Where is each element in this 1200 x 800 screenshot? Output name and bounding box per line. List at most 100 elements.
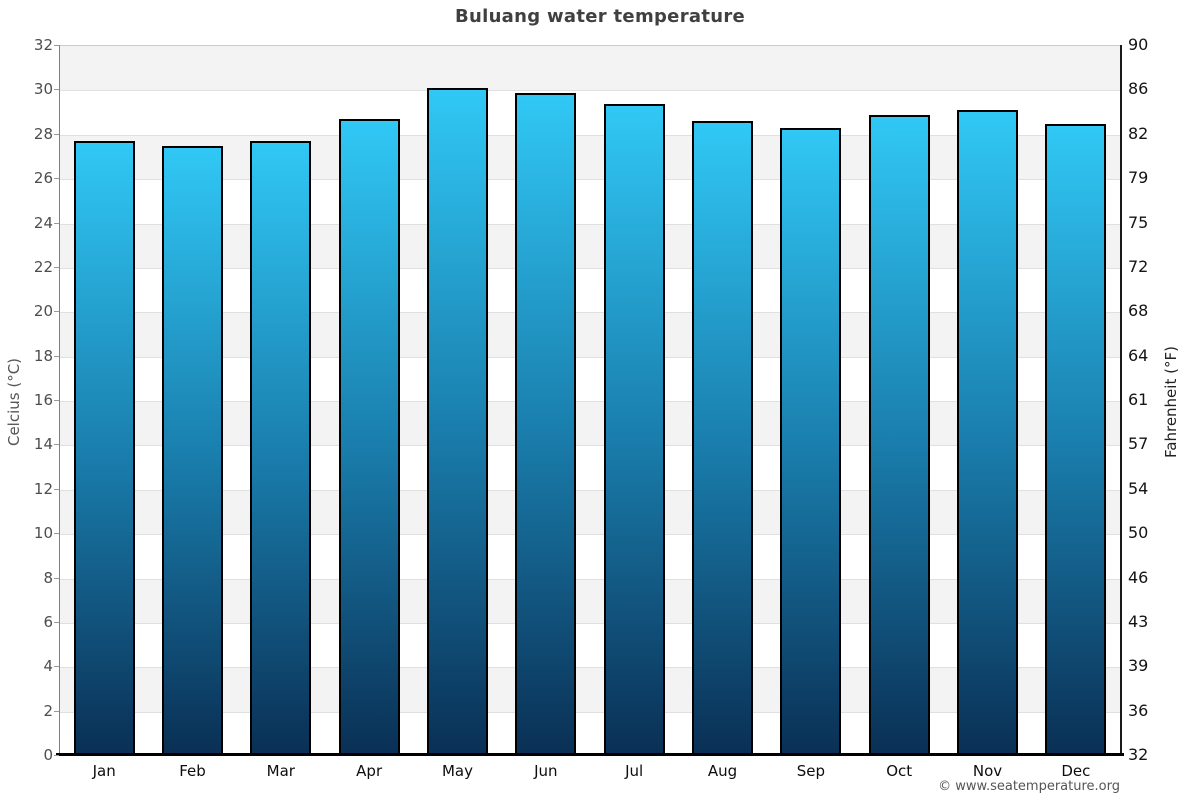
plot-band	[60, 667, 1120, 712]
y-tick-fahrenheit: 61	[1128, 390, 1149, 409]
gridline	[60, 623, 1120, 624]
y-tick-fahrenheit: 43	[1128, 611, 1149, 631]
x-label-mar: Mar	[266, 762, 295, 780]
x-label-aug: Aug	[707, 762, 738, 780]
gridline	[60, 712, 1120, 713]
y-tick-fahrenheit: 54	[1128, 478, 1149, 498]
y-tick-celsius: 4	[43, 657, 53, 676]
plot-band	[60, 134, 1120, 180]
y-tick-fahrenheit: 50	[1128, 523, 1149, 543]
y-tick-mark	[54, 134, 59, 135]
bar-aug	[692, 121, 753, 756]
gridline	[60, 445, 1120, 446]
y-tick-celsius: 8	[43, 568, 53, 587]
y-tick-celsius: 0	[43, 746, 53, 764]
y-tick-celsius: 24	[33, 213, 53, 232]
y-tick-fahrenheit: 90	[1128, 35, 1149, 54]
x-label-nov: Nov	[972, 762, 1003, 780]
gridline	[60, 90, 1120, 91]
gridline	[60, 268, 1120, 269]
plot-band	[60, 578, 1120, 623]
y-tick-fahrenheit: 79	[1128, 168, 1149, 188]
plot-band	[60, 312, 1120, 357]
x-label-apr: Apr	[356, 762, 383, 780]
y-tick-fahrenheit: 46	[1128, 567, 1149, 587]
gridline	[60, 401, 1120, 402]
bar-jan	[73, 141, 135, 756]
gridline	[60, 135, 1120, 136]
gridline	[60, 312, 1120, 313]
y-tick-celsius: 20	[33, 302, 53, 321]
x-label-sep: Sep	[796, 762, 825, 780]
gridline	[60, 179, 1120, 180]
bar-feb	[162, 145, 223, 756]
y-tick-celsius: 2	[43, 701, 53, 720]
plot-band	[60, 401, 1120, 446]
gridline	[60, 579, 1120, 580]
y-tick-mark	[54, 489, 59, 490]
bar-jul	[603, 103, 665, 756]
gridline	[60, 490, 1120, 491]
y-tick-fahrenheit: 75	[1128, 212, 1149, 232]
y-tick-mark	[54, 311, 59, 312]
plot-band	[60, 223, 1120, 268]
plot-band	[60, 46, 1120, 91]
y-tick-fahrenheit: 36	[1128, 700, 1149, 720]
x-label-jun: Jun	[534, 762, 558, 780]
gridline	[60, 667, 1120, 668]
gridline	[60, 224, 1120, 225]
y-tick-fahrenheit: 86	[1128, 79, 1149, 99]
y-tick-mark	[54, 45, 59, 46]
x-label-jan: Jan	[92, 762, 116, 780]
y-tick-mark	[54, 89, 59, 90]
fahrenheit-axis-line	[1120, 45, 1122, 755]
y-tick-celsius: 16	[33, 391, 53, 409]
y-tick-mark	[54, 666, 59, 667]
y-tick-fahrenheit: 82	[1128, 123, 1149, 143]
y-tick-mark	[54, 178, 59, 179]
copyright-credit: © www.seatemperature.org	[938, 779, 1120, 794]
bar-apr	[338, 119, 400, 756]
y-tick-celsius: 10	[33, 524, 53, 543]
bar-oct	[868, 114, 930, 756]
x-axis-line	[56, 753, 1124, 756]
x-label-dec: Dec	[1061, 762, 1091, 780]
y-tick-mark	[54, 223, 59, 224]
bar-dec	[1045, 123, 1107, 756]
y-tick-mark	[54, 755, 59, 756]
bar-jun	[515, 92, 577, 756]
y-tick-fahrenheit: 39	[1128, 656, 1149, 676]
x-label-oct: Oct	[886, 762, 913, 780]
y-tick-fahrenheit: 72	[1128, 256, 1149, 276]
y-tick-celsius: 6	[43, 612, 53, 631]
gridline	[60, 357, 1120, 358]
y-tick-mark	[54, 400, 59, 401]
bar-nov	[957, 110, 1018, 756]
bar-sep	[780, 128, 842, 756]
y-tick-celsius: 14	[33, 435, 53, 454]
chart-title: Buluang water temperature	[454, 6, 746, 27]
plot-area	[60, 45, 1120, 756]
y-tick-mark	[54, 711, 59, 712]
y-tick-mark	[54, 578, 59, 579]
y-tick-fahrenheit: 32	[1128, 745, 1149, 764]
gridline	[60, 534, 1120, 535]
bar-mar	[250, 141, 312, 756]
y-tick-fahrenheit: 57	[1128, 434, 1149, 454]
y-tick-celsius: 32	[33, 36, 53, 54]
y-tick-celsius: 30	[33, 80, 53, 99]
y-tick-celsius: 18	[33, 346, 53, 365]
x-label-may: May	[441, 762, 473, 780]
y-tick-mark	[54, 622, 59, 623]
celsius-axis-line	[59, 45, 60, 755]
y-tick-celsius: 28	[33, 124, 53, 143]
y-tick-fahrenheit: 64	[1128, 345, 1149, 365]
y-tick-mark	[54, 267, 59, 268]
y-tick-mark	[54, 444, 59, 445]
plot-band	[60, 489, 1120, 535]
bar-may	[427, 88, 488, 756]
x-label-feb: Feb	[179, 762, 206, 780]
y-tick-celsius: 12	[33, 479, 53, 498]
x-label-jul: Jul	[625, 762, 644, 780]
